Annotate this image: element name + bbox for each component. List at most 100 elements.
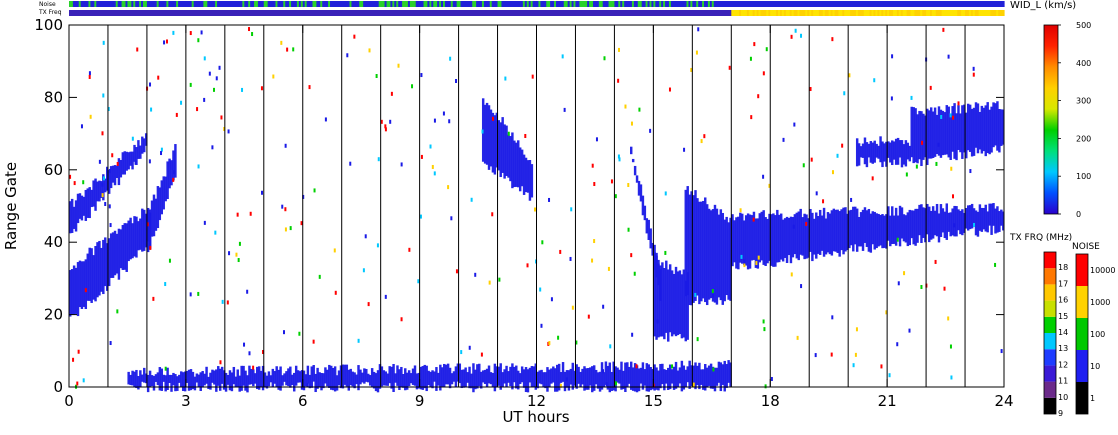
txfreq-bar-cell: [435, 10, 438, 16]
echo-column: [536, 371, 539, 389]
scatter-point: [248, 27, 251, 32]
txfreq-bar-cell: [863, 10, 867, 16]
noise-bar-cell: [143, 1, 146, 7]
echo-column: [518, 373, 522, 384]
txfreq-bar-cell: [937, 10, 941, 16]
noise-bar-cell: [191, 1, 195, 7]
echo-column: [659, 363, 662, 389]
scatter-point: [615, 381, 618, 386]
txfreq-bar-cell: [575, 10, 579, 16]
scatter-point: [448, 119, 451, 124]
echo-column: [213, 370, 216, 385]
noise-bar-cell: [705, 1, 709, 7]
noise-bar-cell: [205, 1, 208, 7]
txfreq-bar-cell: [125, 10, 129, 16]
noise-bar-cell: [450, 1, 454, 7]
txfreq-bar-cell: [854, 10, 857, 16]
txfreq-bar-cell: [604, 10, 608, 16]
echo-column: [674, 361, 678, 389]
txfreq-bar-cell: [230, 10, 234, 16]
txfreq-bar-cell: [900, 10, 904, 16]
echo-column: [955, 206, 958, 237]
scatter-point: [548, 197, 551, 202]
txfreq-bar-cell: [318, 10, 321, 16]
noise-bar-cell: [480, 1, 483, 7]
scatter-point: [228, 251, 231, 256]
scatter-point: [602, 369, 605, 374]
scatter-point: [764, 384, 767, 389]
scatter-point: [498, 277, 501, 282]
noise-colorbar-tick-label: 10: [1090, 362, 1100, 371]
echo-column: [146, 209, 150, 253]
echo-column: [158, 367, 162, 391]
txfreq-bar-cell: [503, 10, 506, 16]
echo-column: [330, 365, 333, 390]
echo-column: [577, 366, 580, 384]
noise-bar-cell: [885, 1, 888, 7]
scatter-point: [563, 107, 566, 112]
noise-bar-cell: [195, 1, 199, 7]
echo-column: [966, 205, 970, 231]
scatter-point: [873, 78, 876, 83]
echo-column: [836, 209, 839, 253]
scatter-point: [280, 40, 283, 45]
noise-bar-cell: [852, 1, 855, 7]
noise-bar-cell: [807, 1, 810, 7]
echo-column: [172, 372, 175, 386]
scatter-point: [690, 67, 693, 72]
noise-bar-cell: [881, 1, 884, 7]
echo-column: [657, 263, 660, 338]
noise-bar-cell: [854, 1, 857, 7]
echo-column: [941, 110, 945, 156]
txfreq-bar-cell: [739, 10, 742, 16]
echo-column: [550, 368, 553, 384]
txfreq-bar-cell: [491, 10, 495, 16]
scatter-point: [953, 223, 956, 228]
txfreq-colorbar-tick-label: 11: [1058, 377, 1068, 386]
noise-bar-cell: [318, 1, 321, 7]
txfreq-bar-cell: [423, 10, 427, 16]
width-colorbar-tick-label: 500: [1076, 21, 1091, 30]
echo-column: [96, 181, 99, 202]
scatter-point: [765, 47, 768, 52]
echo-column: [727, 360, 730, 383]
noise-bar-cell: [402, 1, 405, 7]
scatter-point: [668, 87, 671, 92]
echo-column: [850, 209, 853, 246]
txfreq-bar-cell: [965, 10, 968, 16]
scatter-point: [605, 382, 608, 387]
echo-column: [544, 372, 547, 389]
scatter-point: [700, 139, 703, 144]
noise-bar-cell: [80, 1, 84, 7]
echo-column: [855, 208, 859, 252]
scatter-point: [763, 327, 766, 332]
noise-bar-cell: [330, 1, 333, 7]
noise-bar-cell: [466, 1, 469, 7]
echo-column: [158, 187, 162, 221]
echo-column: [483, 104, 487, 164]
scatter-point: [855, 327, 858, 332]
scatter-point: [885, 310, 888, 315]
echo-column: [793, 214, 797, 255]
scatter-point: [841, 143, 844, 148]
noise-bar-cell: [602, 1, 606, 7]
scatter-point: [800, 33, 803, 38]
txfreq-bar-cell: [877, 10, 880, 16]
noise-bar-cell: [678, 1, 682, 7]
noise-bar-cell: [565, 1, 569, 7]
scatter-point: [364, 234, 367, 239]
noise-bar-cell: [528, 1, 532, 7]
txfreq-bar-cell: [168, 10, 171, 16]
echo-column: [778, 214, 781, 263]
txfreq-bar-cell: [322, 10, 325, 16]
noise-bar-cell: [748, 1, 752, 7]
noise-bar-cell: [265, 1, 269, 7]
noise-bar-cell: [423, 1, 427, 7]
noise-bar-cell: [820, 1, 824, 7]
txfreq-bar-cell: [115, 10, 119, 16]
scatter-point: [633, 271, 636, 276]
txfreq-bar-cell: [577, 10, 580, 16]
echo-column: [986, 102, 989, 154]
txfreq-bar-cell: [966, 10, 970, 16]
scatter-point: [703, 134, 706, 139]
